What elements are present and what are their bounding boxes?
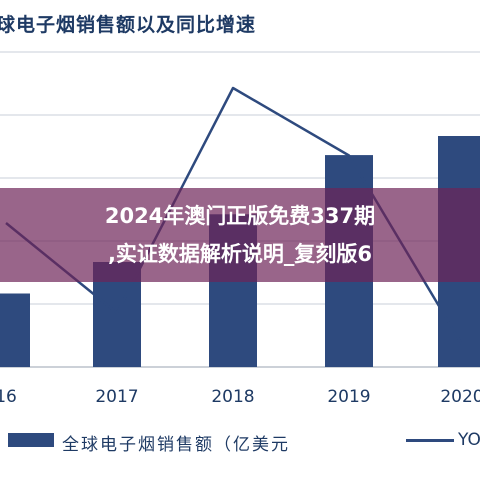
x-tick-2019: 2019 (327, 387, 370, 407)
x-tick-2020: 2020 (440, 387, 480, 407)
banner-line-2: ,实证数据解析说明_复刻版6 (107, 242, 373, 266)
banner-line-1: 2024年澳门正版免费337期 (104, 204, 376, 228)
bar-16 (0, 293, 30, 367)
x-tick-2018: 2018 (211, 387, 254, 407)
legend-line-swatch (406, 439, 454, 442)
x-tick-16: 16 (0, 387, 17, 407)
chart-title: 球电子烟销售额以及同比增速 (0, 14, 257, 36)
legend-bar-swatch (8, 433, 54, 447)
legend-bar-label: 全球电子烟销售额（亿美元 (62, 435, 290, 455)
x-tick-labels: 16 2017 2018 2019 2020 (0, 387, 480, 407)
x-tick-2017: 2017 (95, 387, 138, 407)
watermark-banner: 2024年澳门正版免费337期 ,实证数据解析说明_复刻版6 (0, 188, 480, 282)
legend-line-label: YO (458, 430, 480, 450)
